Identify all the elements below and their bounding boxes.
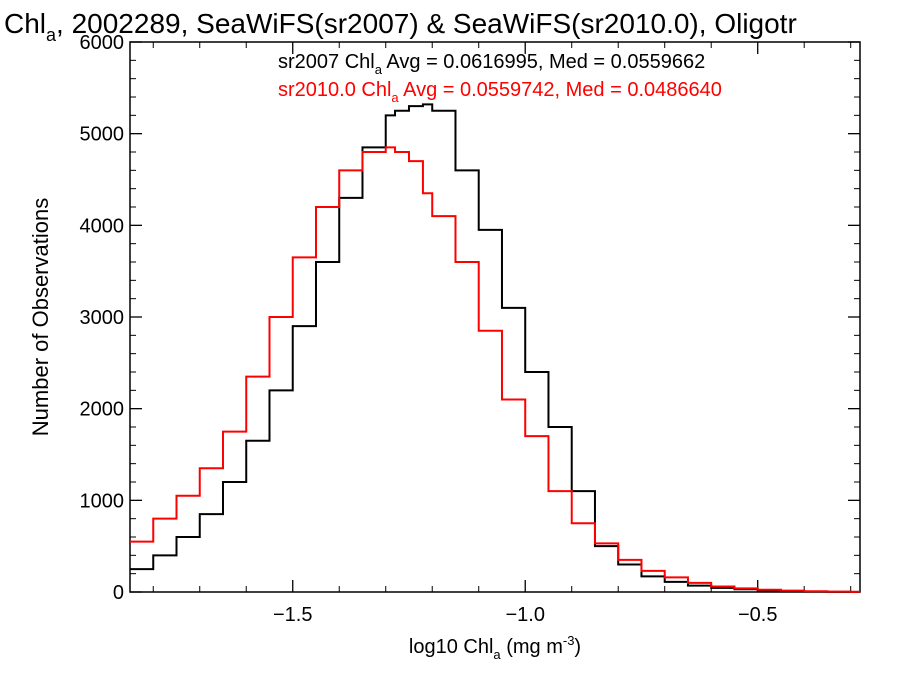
y-tick-label: 6000: [80, 32, 125, 54]
chart-title: Chla, 2002289, SeaWiFS(sr2007) & SeaWiFS…: [4, 8, 797, 45]
xlabel-superscript: -3: [563, 633, 575, 648]
xlabel-mid: (mg m: [501, 636, 563, 658]
plot-frame: [129, 41, 861, 593]
annotation-sr2007-pre: sr2007 Chl: [278, 51, 375, 73]
y-tick-label: 2000: [80, 399, 125, 421]
y-tick-label: 0: [113, 582, 124, 604]
xlabel-post: ): [574, 636, 581, 658]
x-tick-label: −1.5: [273, 604, 312, 626]
annotation-sr2007: sr2007 Chla Avg = 0.0616995, Med = 0.055…: [278, 51, 705, 77]
x-axis-label: log10 Chla (mg m-3): [409, 633, 581, 662]
annotation-sr2010-subscript: a: [391, 90, 399, 105]
series-line-1: [130, 146, 860, 593]
y-tick-label: 4000: [80, 215, 125, 237]
annotation-sr2010: sr2010.0 Chla Avg = 0.0559742, Med = 0.0…: [278, 79, 722, 105]
annotation-sr2007-post: Avg = 0.0616995, Med = 0.0559662: [382, 51, 705, 73]
annotation-sr2010-pre: sr2010.0 Chl: [278, 79, 391, 101]
annotation-sr2010-post: Avg = 0.0559742, Med = 0.0486640: [399, 79, 722, 101]
series-group: [130, 103, 860, 593]
y-tick-label: 3000: [80, 307, 125, 329]
y-axis-label: Number of Observations: [28, 198, 53, 436]
axis-ticks: −1.5 −1.0 −0.5 0 1000 2000 3000 4000 5000 6000: [80, 32, 860, 626]
title-pre: Chl: [4, 8, 46, 39]
xlabel-pre: log10 Chl: [409, 636, 494, 658]
series-line-0: [130, 103, 860, 593]
title-subscript: a: [46, 25, 57, 45]
xlabel-subscript: a: [493, 647, 501, 662]
x-tick-label: −0.5: [738, 604, 777, 626]
annotation-sr2007-subscript: a: [375, 62, 383, 77]
y-tick-label: 5000: [80, 124, 125, 146]
y-tick-label: 1000: [80, 490, 125, 512]
x-tick-label: −1.0: [505, 604, 544, 626]
title-post: , 2002289, SeaWiFS(sr2007) & SeaWiFS(sr2…: [56, 8, 797, 39]
